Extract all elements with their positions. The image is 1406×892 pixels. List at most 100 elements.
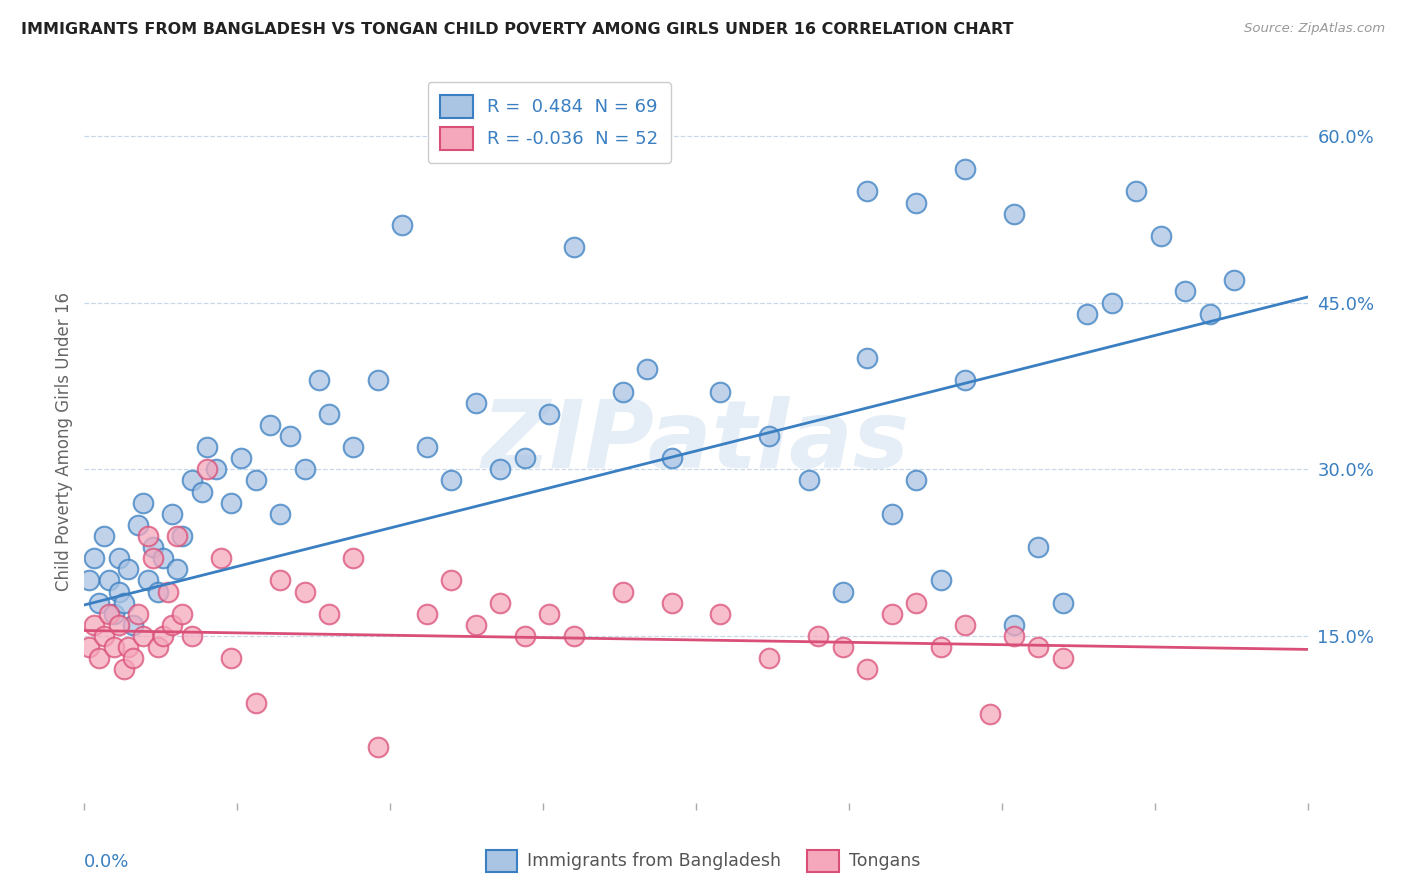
Point	[172, 607, 194, 621]
Point	[127, 517, 149, 532]
Point	[661, 596, 683, 610]
Text: IMMIGRANTS FROM BANGLADESH VS TONGAN CHILD POVERTY AMONG GIRLS UNDER 16 CORRELAT: IMMIGRANTS FROM BANGLADESH VS TONGAN CHI…	[21, 22, 1014, 37]
Point	[162, 507, 184, 521]
Point	[342, 551, 364, 566]
Point	[831, 584, 853, 599]
Point	[269, 574, 291, 588]
Point	[205, 462, 228, 476]
Point	[758, 651, 780, 665]
Point	[132, 496, 155, 510]
Point	[797, 474, 820, 488]
Point	[136, 529, 159, 543]
Point	[1150, 228, 1173, 243]
Point	[162, 618, 184, 632]
Point	[269, 507, 291, 521]
Point	[191, 484, 214, 499]
Point	[308, 373, 330, 387]
Point	[1028, 640, 1050, 655]
Point	[513, 629, 536, 643]
Point	[259, 417, 281, 432]
Point	[142, 540, 165, 554]
Text: ZIPatlas: ZIPatlas	[482, 395, 910, 488]
Point	[807, 629, 830, 643]
Point	[97, 607, 120, 621]
Point	[612, 584, 634, 599]
Point	[929, 574, 952, 588]
Point	[112, 596, 135, 610]
Point	[856, 662, 879, 676]
Point	[136, 574, 159, 588]
Point	[172, 529, 194, 543]
Text: Source: ZipAtlas.com: Source: ZipAtlas.com	[1244, 22, 1385, 36]
Point	[367, 373, 389, 387]
Point	[318, 607, 340, 621]
Point	[1125, 185, 1147, 199]
Point	[1028, 540, 1050, 554]
Point	[117, 562, 139, 576]
Point	[1002, 629, 1025, 643]
Point	[146, 640, 169, 655]
Point	[195, 440, 218, 454]
Point	[1052, 651, 1074, 665]
Point	[661, 451, 683, 466]
Point	[294, 584, 316, 599]
Point	[1002, 618, 1025, 632]
Point	[117, 640, 139, 655]
Point	[122, 651, 145, 665]
Point	[391, 218, 413, 232]
Point	[87, 596, 110, 610]
Point	[127, 607, 149, 621]
Point	[880, 607, 903, 621]
Legend: R =  0.484  N = 69, R = -0.036  N = 52: R = 0.484 N = 69, R = -0.036 N = 52	[427, 82, 671, 163]
Point	[709, 384, 731, 399]
Point	[416, 440, 439, 454]
Point	[905, 474, 928, 488]
Point	[562, 240, 585, 254]
Point	[132, 629, 155, 643]
Point	[181, 474, 204, 488]
Point	[880, 507, 903, 521]
Point	[294, 462, 316, 476]
Point	[1198, 307, 1220, 321]
Point	[929, 640, 952, 655]
Point	[166, 562, 188, 576]
Point	[97, 574, 120, 588]
Point	[1002, 207, 1025, 221]
Point	[856, 351, 879, 366]
Point	[152, 551, 174, 566]
Point	[489, 596, 512, 610]
Point	[93, 529, 115, 543]
Point	[107, 551, 129, 566]
Point	[979, 706, 1001, 721]
Legend: Immigrants from Bangladesh, Tongans: Immigrants from Bangladesh, Tongans	[478, 843, 928, 879]
Point	[464, 395, 486, 409]
Point	[758, 429, 780, 443]
Point	[905, 195, 928, 210]
Point	[107, 584, 129, 599]
Point	[245, 474, 267, 488]
Y-axis label: Child Poverty Among Girls Under 16: Child Poverty Among Girls Under 16	[55, 292, 73, 591]
Point	[416, 607, 439, 621]
Text: 0.0%: 0.0%	[84, 854, 129, 871]
Point	[342, 440, 364, 454]
Point	[229, 451, 252, 466]
Point	[83, 551, 105, 566]
Point	[953, 618, 976, 632]
Point	[77, 574, 100, 588]
Point	[1223, 273, 1246, 287]
Point	[156, 584, 179, 599]
Point	[831, 640, 853, 655]
Point	[87, 651, 110, 665]
Point	[1052, 596, 1074, 610]
Point	[166, 529, 188, 543]
Point	[107, 618, 129, 632]
Point	[905, 596, 928, 610]
Point	[142, 551, 165, 566]
Point	[367, 740, 389, 755]
Point	[636, 362, 658, 376]
Point	[112, 662, 135, 676]
Point	[103, 607, 125, 621]
Point	[1076, 307, 1098, 321]
Point	[612, 384, 634, 399]
Point	[953, 373, 976, 387]
